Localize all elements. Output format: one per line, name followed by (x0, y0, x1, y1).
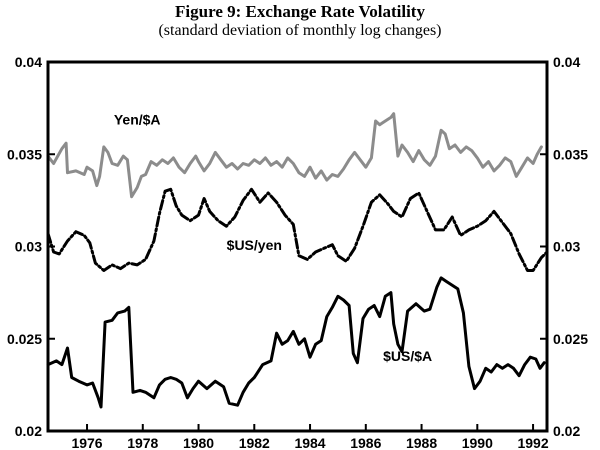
x-tick-label: 1976 (71, 435, 102, 450)
series-line-yen-a (46, 112, 543, 199)
series-line-us-yen (46, 187, 549, 272)
x-tick-label: 1990 (462, 435, 493, 450)
x-tick-label: 1988 (406, 435, 437, 450)
series-label-us-a: $US/$A (383, 348, 432, 364)
y-tick-label-right: 0.03 (553, 239, 580, 255)
y-tick-label-right: 0.02 (553, 423, 580, 439)
y-tick-label-left: 0.02 (15, 423, 42, 439)
series-layer (46, 112, 549, 409)
x-tick-label: 1986 (350, 435, 381, 450)
x-tick-label: 1978 (127, 435, 158, 450)
chart-subtitle: (standard deviation of monthly log chang… (158, 22, 442, 39)
y-tick-label-left: 0.035 (7, 146, 42, 162)
y-tick-label-right: 0.025 (553, 331, 588, 347)
y-tick-label-right: 0.04 (553, 54, 580, 70)
plot-frame (46, 60, 549, 433)
x-tick-label: 1980 (183, 435, 214, 450)
y-tick-label-left: 0.025 (7, 331, 42, 347)
y-tick-label-left: 0.04 (15, 54, 42, 70)
labels-layer: Yen/$A $US/yen $US/$A 0.02 0.02 0.025 0.025 0.0… (7, 54, 588, 450)
x-tick-label: 1992 (517, 435, 548, 450)
chart-title: Figure 9: Exchange Rate Volatility (175, 2, 425, 21)
series-label-yen-a: Yen/$A (114, 112, 161, 128)
series-label-us-yen: $US/yen (227, 237, 282, 253)
series-line-us-a (46, 276, 546, 409)
y-tick-label-left: 0.03 (15, 239, 42, 255)
y-tick-label-right: 0.035 (553, 146, 588, 162)
x-tick-label: 1982 (239, 435, 270, 450)
x-tick-label: 1984 (294, 435, 325, 450)
